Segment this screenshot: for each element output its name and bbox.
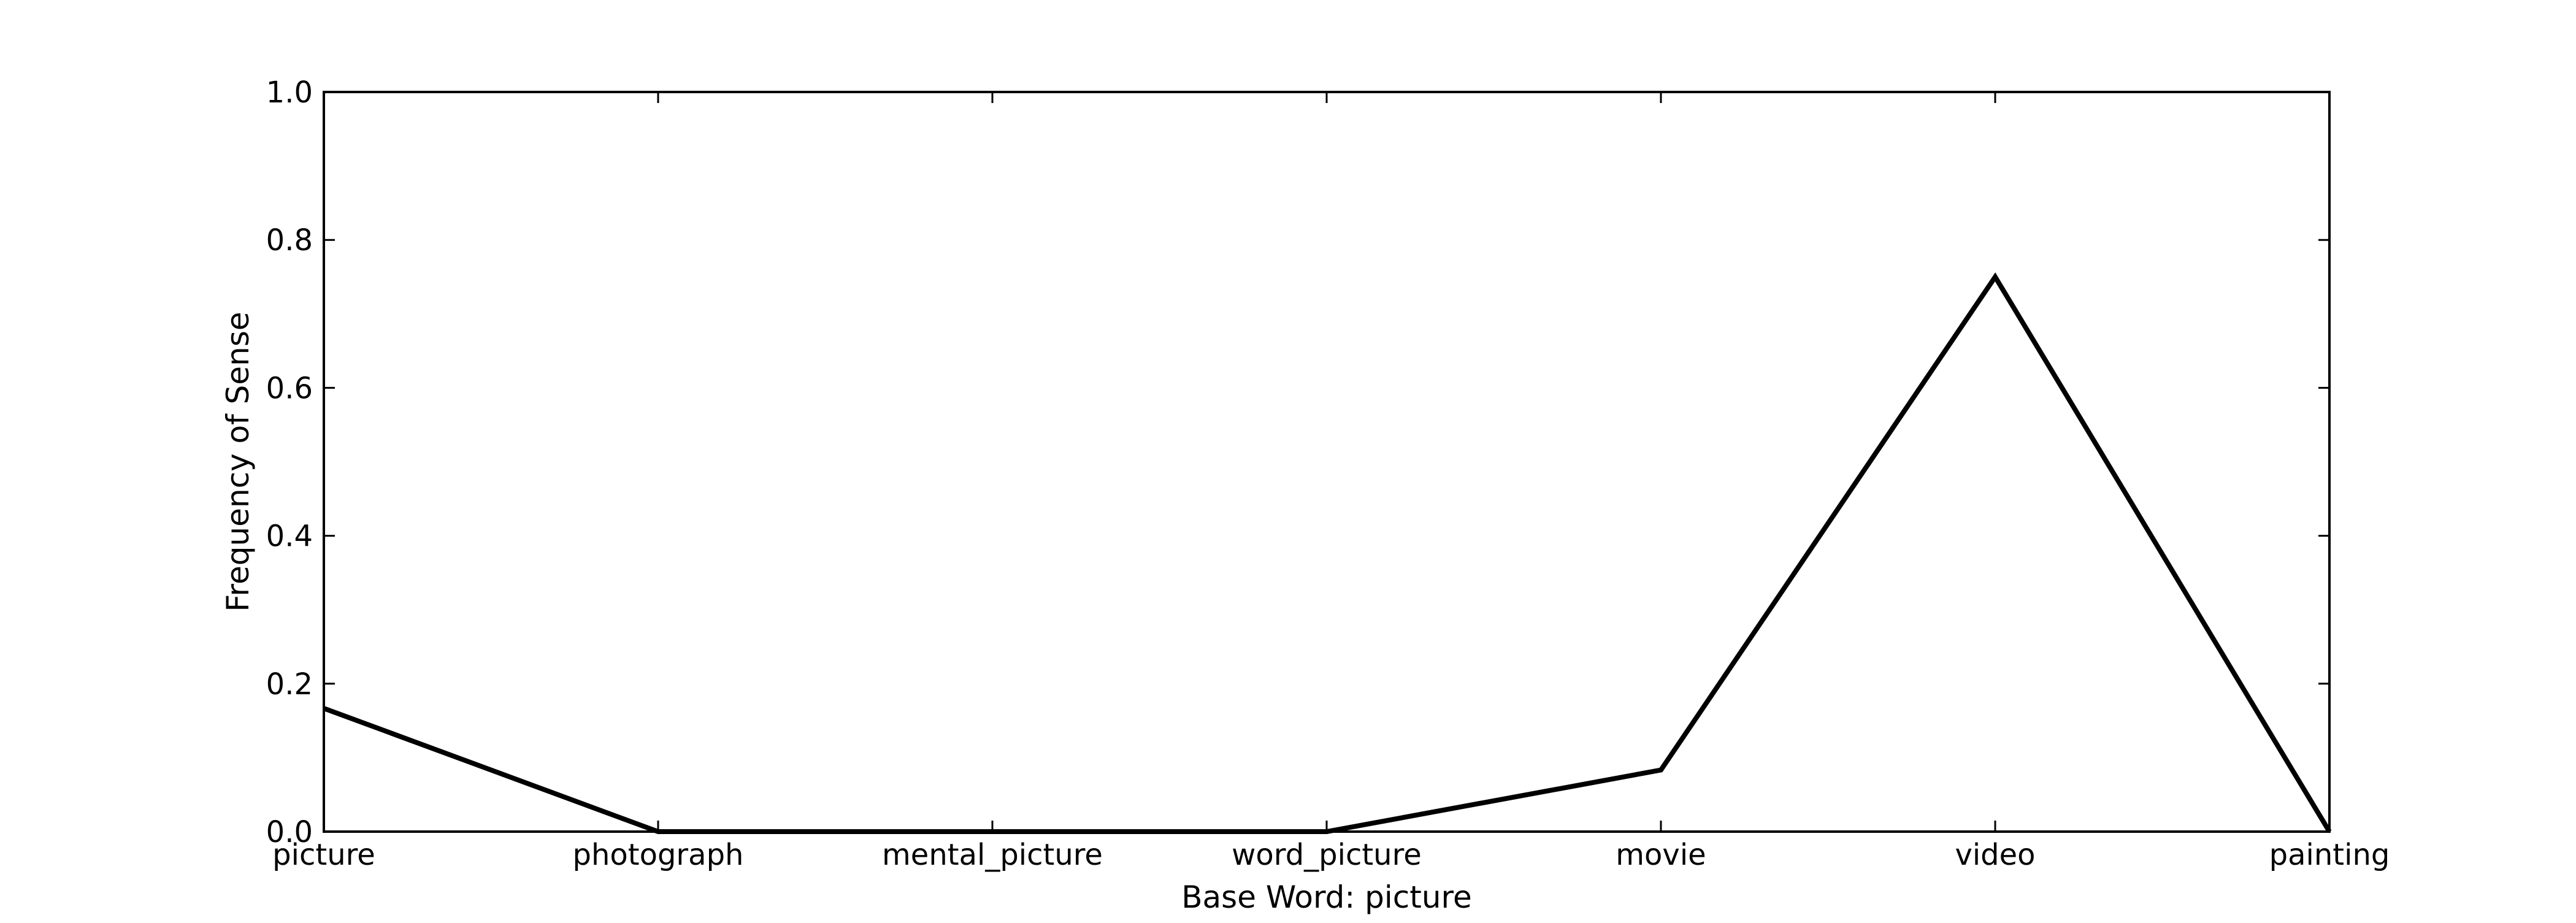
x-tick-label: mental_picture — [882, 838, 1103, 872]
y-tick-label: 0.4 — [266, 519, 313, 554]
x-tick-label: word_picture — [1232, 838, 1422, 872]
data-point — [992, 831, 993, 832]
data-point — [1995, 276, 1996, 278]
y-axis-label: Frequency of Sense — [220, 312, 256, 611]
x-tick-label: picture — [272, 838, 375, 872]
x-axis-label: Base Word: picture — [1181, 879, 1472, 915]
y-tick-label: 0.0 — [266, 815, 313, 849]
data-point — [1326, 831, 1327, 832]
data-point — [1660, 769, 1662, 771]
y-tick-label: 0.6 — [266, 371, 313, 405]
data-point — [2329, 831, 2330, 832]
plot-area — [323, 91, 2331, 833]
x-tick-label: video — [1955, 838, 2035, 872]
data-point — [323, 707, 324, 709]
y-tick-label: 0.2 — [266, 667, 313, 702]
data-point — [657, 831, 659, 832]
series-layer — [323, 272, 2332, 834]
x-tick-label: movie — [1616, 838, 1706, 872]
ticks-layer: 0.0 0.2 0.4 0.6 0.8 1.0 picture photograph menta… — [266, 75, 2390, 872]
x-tick-label: painting — [2269, 838, 2390, 872]
y-tick-label: 0.8 — [266, 223, 313, 258]
y-tick-label: 1.0 — [266, 75, 313, 110]
x-tick-label: photograph — [573, 838, 744, 872]
